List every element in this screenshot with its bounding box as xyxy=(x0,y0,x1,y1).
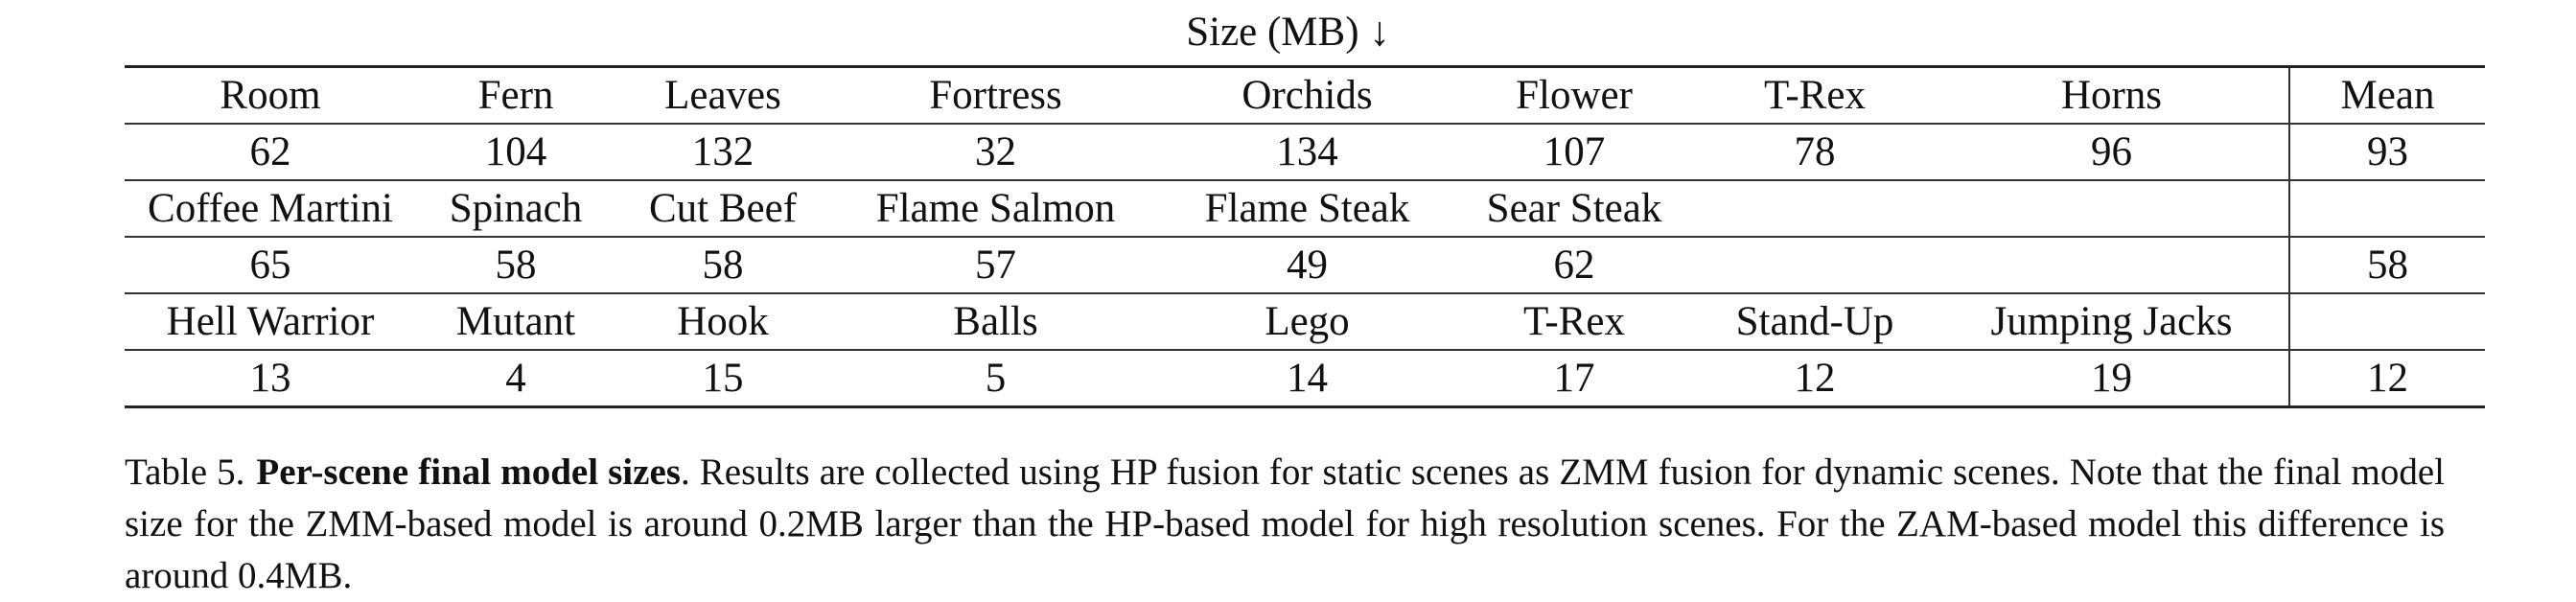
size-value-cell: 58 xyxy=(615,237,830,294)
scene-name-cell: Room xyxy=(125,66,416,125)
size-value-cell: 13 xyxy=(249,356,291,401)
model-size-table: Room Fern Leaves Fortress Orchids Flower T-Rex… xyxy=(125,65,2485,408)
scene-name-cell: Hell Warrior xyxy=(125,293,416,351)
scene-name-cell: Hook xyxy=(615,293,830,351)
scene-name-cell: Stand-Up xyxy=(1695,293,1935,351)
size-value-cell: 58 xyxy=(416,237,615,294)
scene-name-row: Room Fern Leaves Fortress Orchids Flower T-Rex… xyxy=(125,66,2485,125)
scene-name-cell: Mean xyxy=(2288,66,2485,125)
size-value-cell: 32 xyxy=(830,124,1161,181)
size-value-row: 62 104 132 32 134 107 78 96 93 xyxy=(125,124,2485,181)
size-value-cell: 12 xyxy=(2288,350,2485,407)
size-value-cell xyxy=(1695,237,1935,294)
size-value-cell: 4 xyxy=(505,356,526,401)
size-value-cell: 96 xyxy=(1935,124,2289,181)
scene-name-row: Coffee Martini Spinach Cut Beef Flame Salmo… xyxy=(125,180,2485,238)
scene-name-cell: Cut Beef xyxy=(615,180,830,238)
scene-name-cell: T-Rex xyxy=(1453,293,1695,351)
size-value-cell: 58 xyxy=(2288,237,2485,294)
size-value-cell: 5 xyxy=(985,356,1007,401)
scene-name-cell: Fortress xyxy=(830,66,1161,125)
scene-name-cell: Jumping Jacks xyxy=(1935,293,2289,351)
scene-name-cell xyxy=(2288,293,2485,351)
scene-name-cell: Flower xyxy=(1453,66,1695,125)
scene-name-cell: Balls xyxy=(830,293,1161,351)
size-value-cell: 93 xyxy=(2288,124,2485,181)
scene-name-cell: Flame Salmon xyxy=(830,180,1161,238)
size-value-cell: 104 xyxy=(416,124,615,181)
size-value-cell: 65 xyxy=(125,237,416,294)
caption-bold-title: Per-scene final model sizes xyxy=(256,452,681,493)
scene-name-cell xyxy=(2288,180,2485,238)
scene-name-cell xyxy=(1695,180,1935,238)
size-value-cell: 132 xyxy=(615,124,830,181)
size-value-cell: 15 xyxy=(702,356,744,401)
scene-name-cell: Fern xyxy=(416,66,615,125)
size-value-cell xyxy=(1935,237,2289,294)
scene-name-cell: Horns xyxy=(1935,66,2289,125)
size-value-cell: 49 xyxy=(1161,237,1453,294)
scene-name-row: Hell Warrior Mutant Hook Balls Lego T-Rex Stan… xyxy=(125,293,2485,351)
scene-name-cell: Lego xyxy=(1161,293,1453,351)
caption-text: . Results are collected using HP fusion … xyxy=(125,452,2445,596)
size-value-cell: 12 xyxy=(1794,356,1836,401)
scene-name-cell: Flame Steak xyxy=(1161,180,1453,238)
size-value-cell: 78 xyxy=(1695,124,1935,181)
scene-name-cell: Spinach xyxy=(416,180,615,238)
scene-name-cell: Mutant xyxy=(416,293,615,351)
scene-name-cell: T-Rex xyxy=(1695,66,1935,125)
scene-name-cell: Coffee Martini xyxy=(125,180,416,238)
size-value-cell: 134 xyxy=(1161,124,1453,181)
scene-name-cell xyxy=(1935,180,2289,238)
size-value-row: 13 4 15 5 14 17 12 19 12 xyxy=(125,350,2485,407)
caption-label: Table 5. xyxy=(125,452,245,493)
size-value-cell: 19 xyxy=(2091,356,2132,401)
table-title: Size (MB) ↓ xyxy=(1186,10,1390,55)
size-value-cell: 14 xyxy=(1287,356,1328,401)
table-caption: Table 5. Per-scene final model sizes. Res… xyxy=(125,447,2445,602)
size-value-cell: 62 xyxy=(125,124,416,181)
scene-name-cell: Leaves xyxy=(615,66,830,125)
size-value-cell: 17 xyxy=(1553,356,1595,401)
scene-name-cell: Sear Steak xyxy=(1453,180,1695,238)
size-value-row: 65 58 58 57 49 62 58 xyxy=(125,237,2485,294)
size-value-cell: 107 xyxy=(1453,124,1695,181)
size-value-cell: 62 xyxy=(1453,237,1695,294)
scene-name-cell: Orchids xyxy=(1161,66,1453,125)
size-value-cell: 57 xyxy=(830,237,1161,294)
